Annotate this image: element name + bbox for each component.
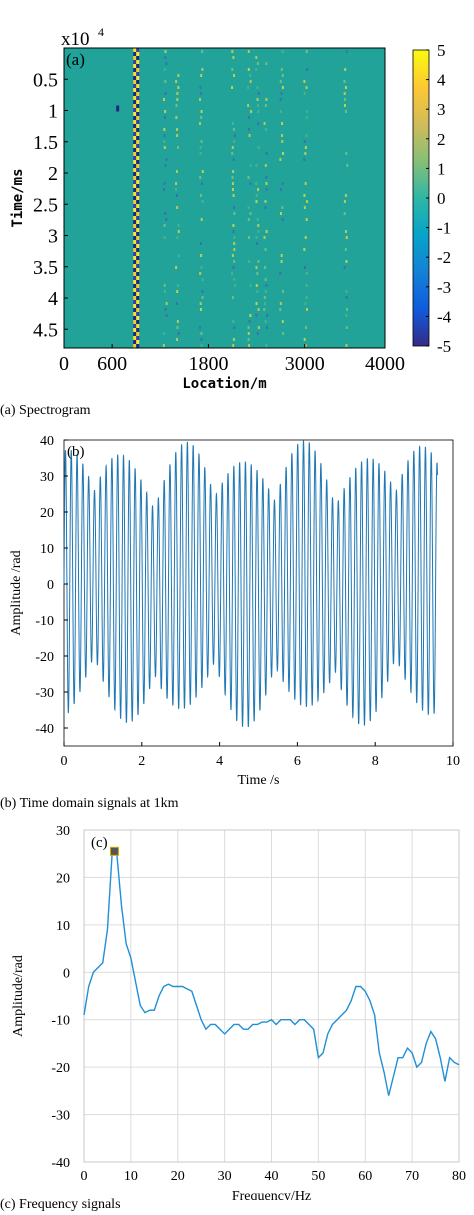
y-tick-label: 2.5: [33, 194, 58, 216]
colorbar-tick-label: 1: [437, 159, 446, 178]
heatmap-weak-stripe: [231, 50, 236, 347]
x-axis-label: Location/m: [182, 376, 266, 392]
caption-time-domain: (b) Time domain signals at 1km: [0, 796, 179, 811]
heatmap-weak-stripe: [263, 62, 269, 347]
x-tick-label: 2: [138, 754, 145, 769]
y-tick-label: -30: [51, 1109, 70, 1124]
panel-label: (c): [91, 835, 108, 851]
y-tick-label: 1: [48, 101, 58, 123]
y-tick-label: -40: [35, 722, 54, 737]
x-tick-label: 4000: [365, 353, 405, 375]
y-tick-label: 10: [40, 542, 54, 557]
plot-frame: [83, 829, 460, 1163]
y-tick-label: 40: [40, 434, 54, 449]
peak-marker: [109, 846, 119, 856]
y-axis-label: Amplitude/rad: [11, 955, 26, 1037]
x-tick-label: 600: [97, 353, 127, 375]
y-tick-label: 1.5: [33, 132, 58, 154]
x-tick-label: 70: [405, 1169, 419, 1184]
heatmap-spot: [116, 105, 120, 112]
heatmap-strong-stripe: [133, 48, 140, 348]
panel-label: (a): [66, 50, 85, 69]
spectrum-line: [83, 853, 460, 1096]
panel-label: (b): [67, 444, 85, 460]
heatmap-weak-stripe: [174, 74, 180, 341]
frequency-chart: 30 20 10 0 -10 -20 -30 -40 0 10 20 30 40 50 60 70 80 (c) F…: [11, 824, 466, 1200]
x-tick-label: 8: [372, 754, 379, 769]
x-tick-label: 20: [171, 1169, 185, 1184]
colorbar-tick-label: -1: [437, 219, 451, 238]
x-axis-label: Frequency/Hz: [232, 1189, 311, 1200]
y-tick-label: -20: [35, 650, 54, 665]
signal-line: [63, 440, 438, 728]
colorbar-tick-label: -3: [437, 278, 451, 297]
heatmap-weak-stripe: [199, 50, 204, 347]
y-tick-label: -40: [51, 1156, 70, 1171]
colorbar-tick-label: -2: [437, 248, 451, 267]
colorbar-tick-label: -4: [437, 307, 452, 326]
heatmap-frame: [63, 47, 386, 349]
y-tick-label: -20: [51, 1061, 70, 1076]
caption-spectrogram: (a) Spectrogram: [0, 403, 91, 418]
heatmap-weak-stripe: [247, 50, 253, 347]
y-tick-label: -10: [35, 614, 54, 629]
x-axis-label: Time /s: [238, 773, 280, 788]
caption-frequency: (c) Frequency signals: [0, 1197, 121, 1212]
heatmap-weak-stripe: [279, 50, 285, 335]
x-tick-label: 3000: [285, 353, 325, 375]
y-tick-label: 3.5: [33, 257, 58, 279]
x-tick-label: 4: [216, 754, 223, 769]
x-tick-label: 0: [61, 754, 68, 769]
y-exponent-power: 4: [98, 25, 104, 39]
colorbar-tick-label: 4: [437, 71, 446, 90]
x-tick-label: 50: [311, 1169, 325, 1184]
colorbar-tick-label: 3: [437, 100, 446, 119]
x-tick-label: 80: [452, 1169, 466, 1184]
y-tick-label: -30: [35, 686, 54, 701]
y-exponent-label: x10: [61, 29, 90, 50]
colorbar-tick-label: -5: [437, 337, 451, 356]
time-domain-chart: 40 30 20 10 0 -10 -20 -30 -40 0 2 4 6 8 10 (b) Time /s Am…: [9, 434, 460, 788]
colorbar-tick-label: 0: [437, 189, 446, 208]
y-tick-label: 20: [40, 506, 54, 521]
heatmap-weak-stripe: [343, 50, 349, 347]
heatmap-background: [64, 48, 385, 348]
heatmap-weak-stripe: [303, 50, 309, 347]
y-tick-label: 0.5: [33, 69, 58, 91]
colorbar-tick-label: 5: [437, 41, 446, 60]
heatmap-weak-stripe: [255, 56, 260, 335]
x-tick-label: 30: [218, 1169, 232, 1184]
y-tick-label: 4: [48, 288, 58, 310]
y-axis-label: Amplitude /rad: [9, 550, 24, 635]
y-tick-label: 4.5: [33, 319, 58, 341]
y-tick-label: -10: [51, 1014, 70, 1029]
y-tick-label: 20: [56, 871, 70, 886]
heatmap-weak-stripe: [162, 50, 168, 347]
y-tick-label: 2: [48, 163, 58, 185]
x-tick-label: 40: [265, 1169, 279, 1184]
x-tick-label: 10: [124, 1169, 138, 1184]
y-tick-label: 10: [56, 919, 70, 934]
colorbar-tick-label: 2: [437, 130, 446, 149]
x-tick-label: 0: [59, 353, 69, 375]
y-tick-label: 0: [63, 966, 70, 981]
x-tick-label: 60: [358, 1169, 372, 1184]
y-tick-label: 30: [40, 470, 54, 485]
y-tick-label: 30: [56, 824, 70, 839]
y-axis-label: Time/ms: [10, 168, 26, 227]
y-tick-label: 0: [47, 578, 54, 593]
x-tick-label: 6: [294, 754, 301, 769]
x-tick-label: 10: [446, 754, 460, 769]
x-tick-label: 0: [81, 1169, 88, 1184]
x-tick-label: 1800: [188, 353, 228, 375]
y-tick-label: 3: [48, 226, 58, 248]
